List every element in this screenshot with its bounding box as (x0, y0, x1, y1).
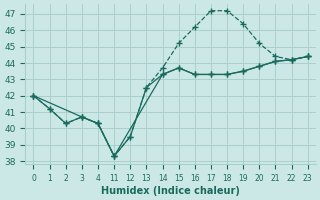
X-axis label: Humidex (Indice chaleur): Humidex (Indice chaleur) (101, 186, 240, 196)
